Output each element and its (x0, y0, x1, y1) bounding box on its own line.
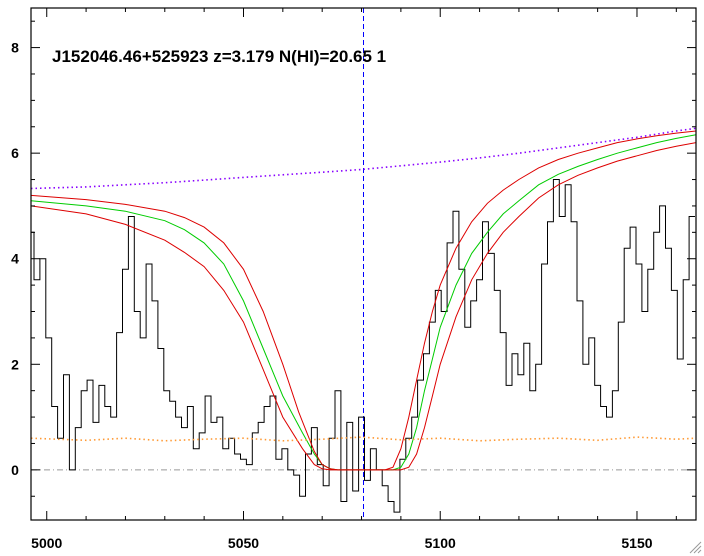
error-spectrum-line (31, 436, 696, 442)
resize-grip-icon[interactable] (688, 540, 702, 554)
plot-series-group (31, 8, 696, 520)
flux-spectrum-line (31, 179, 695, 513)
continuum-line (31, 127, 696, 190)
y-tick-label: 4 (11, 251, 19, 267)
voigt-fit-upper-line (31, 130, 696, 471)
x-tick-label: 5000 (31, 535, 62, 551)
voigt-fit-lower-line (31, 142, 696, 471)
plot-area (31, 8, 696, 520)
axis-ticks: 5000 5050 5100 5150 0 2 4 6 8 (11, 8, 696, 551)
y-tick-label: 2 (11, 356, 19, 372)
y-tick-label: 6 (11, 145, 19, 161)
y-tick-label: 0 (11, 462, 19, 478)
x-tick-label: 5100 (425, 535, 456, 551)
chart-title: J152046.46+525923 z=3.179 N(HI)=20.65 1 (52, 47, 386, 66)
x-tick-label: 5050 (228, 535, 259, 551)
y-tick-label: 8 (11, 40, 19, 56)
x-tick-label: 5150 (621, 535, 652, 551)
plot-frame (30, 7, 697, 521)
